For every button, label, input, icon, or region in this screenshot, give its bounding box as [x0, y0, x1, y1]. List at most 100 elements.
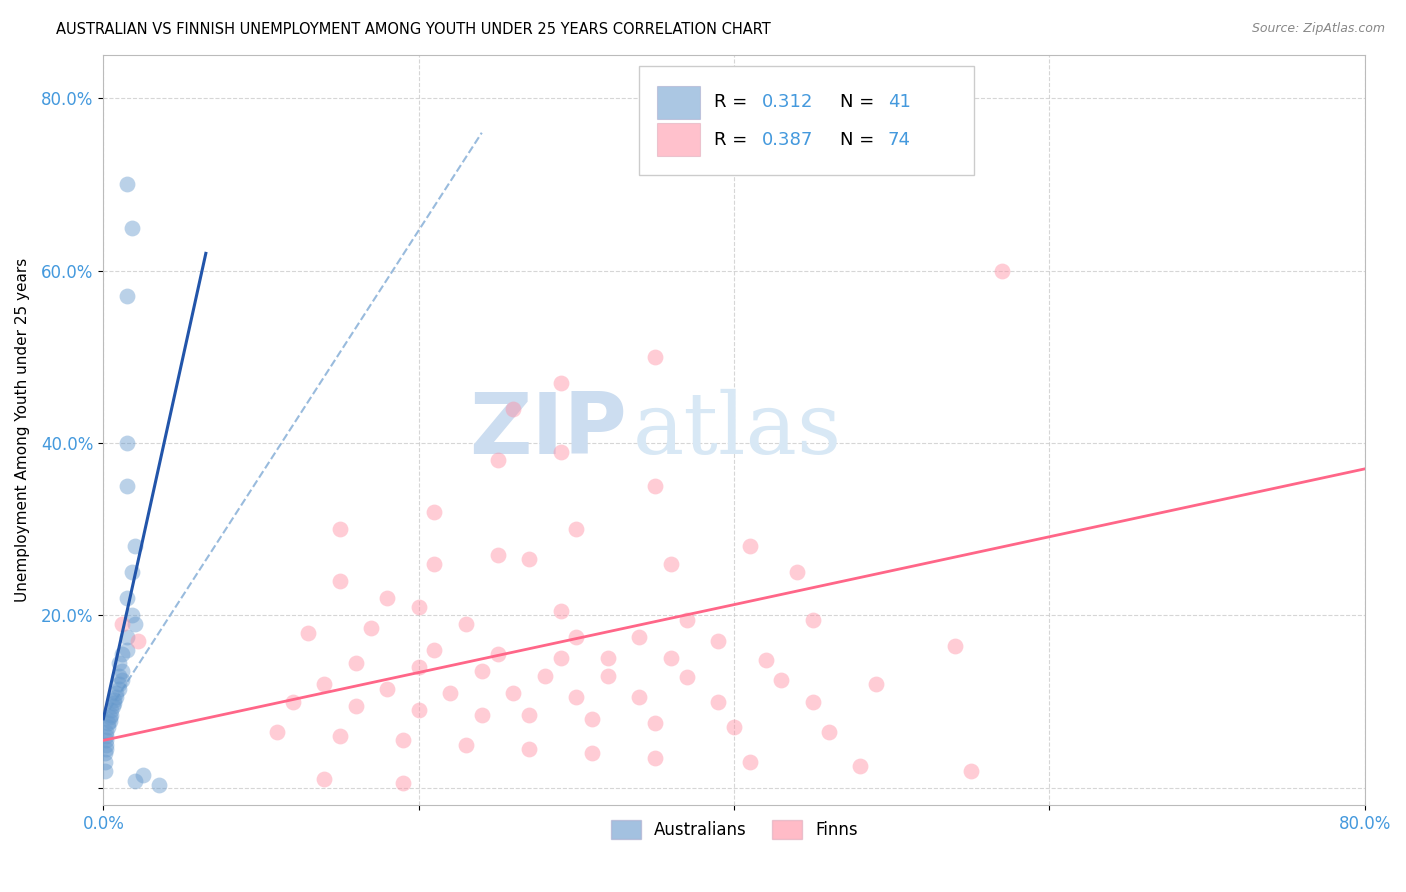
Point [98, 714, 121, 728]
Point [115, 436, 138, 450]
Point [786, 566, 808, 580]
Point [486, 548, 509, 562]
Text: ZIP: ZIP [470, 389, 627, 472]
Point [849, 759, 872, 773]
Point [375, 591, 398, 606]
Point [375, 681, 398, 696]
Point [408, 660, 430, 674]
Point [115, 178, 138, 192]
Point [115, 479, 138, 493]
Point [550, 444, 572, 458]
Point [502, 686, 524, 700]
Point [124, 617, 146, 632]
Point [738, 540, 761, 554]
Point [104, 690, 127, 705]
Point [121, 566, 143, 580]
Point [121, 220, 143, 235]
Point [517, 707, 540, 722]
FancyBboxPatch shape [657, 123, 700, 156]
Point [439, 686, 461, 700]
Point [770, 673, 793, 687]
Point [104, 686, 127, 700]
Point [132, 768, 155, 782]
Point [115, 591, 138, 606]
Point [329, 574, 352, 588]
Point [266, 724, 288, 739]
Y-axis label: Unemployment Among Youth under 25 years: Unemployment Among Youth under 25 years [15, 258, 30, 602]
Point [659, 651, 682, 665]
Point [360, 621, 382, 635]
Text: 0.312: 0.312 [762, 94, 813, 112]
Point [108, 677, 131, 691]
Point [121, 608, 143, 623]
Point [517, 552, 540, 566]
Point [550, 604, 572, 618]
Point [644, 750, 666, 764]
Point [108, 681, 131, 696]
Point [111, 647, 134, 661]
Point [707, 695, 730, 709]
Point [581, 712, 603, 726]
Point [644, 479, 666, 493]
Point [801, 613, 824, 627]
Point [329, 522, 352, 536]
Point [471, 707, 494, 722]
Point [738, 755, 761, 769]
Point [124, 540, 146, 554]
Point [454, 738, 477, 752]
Point [111, 665, 134, 679]
Point [100, 703, 122, 717]
Point [565, 630, 588, 644]
Point [471, 665, 494, 679]
Point [94, 755, 117, 769]
Point [314, 772, 336, 786]
Point [486, 647, 509, 661]
Point [115, 630, 138, 644]
Point [94, 746, 117, 760]
Point [115, 289, 138, 303]
Point [127, 634, 149, 648]
Point [423, 557, 446, 571]
Point [550, 651, 572, 665]
Point [675, 670, 697, 684]
Point [344, 656, 367, 670]
Point [628, 630, 651, 644]
Text: Source: ZipAtlas.com: Source: ZipAtlas.com [1251, 22, 1385, 36]
Point [297, 625, 319, 640]
Point [659, 557, 682, 571]
Point [329, 729, 352, 743]
Point [96, 729, 118, 743]
Point [108, 656, 131, 670]
Point [502, 401, 524, 416]
Point [596, 669, 619, 683]
Point [991, 263, 1014, 277]
Text: 41: 41 [889, 94, 911, 112]
Text: N =: N = [839, 94, 880, 112]
Point [707, 634, 730, 648]
Point [534, 669, 557, 683]
Point [281, 695, 304, 709]
Point [108, 669, 131, 683]
Point [486, 453, 509, 467]
Legend: Australians, Finns: Australians, Finns [605, 813, 865, 846]
Point [103, 696, 125, 710]
Text: atlas: atlas [633, 389, 842, 472]
Text: R =: R = [714, 94, 752, 112]
Point [115, 643, 138, 657]
Point [423, 643, 446, 657]
Point [565, 522, 588, 536]
Point [98, 710, 121, 724]
Point [96, 733, 118, 747]
Text: AUSTRALIAN VS FINNISH UNEMPLOYMENT AMONG YOUTH UNDER 25 YEARS CORRELATION CHART: AUSTRALIAN VS FINNISH UNEMPLOYMENT AMONG… [56, 22, 770, 37]
Point [111, 617, 134, 632]
Text: N =: N = [839, 131, 880, 149]
Point [865, 677, 887, 691]
Point [581, 746, 603, 760]
Point [817, 724, 839, 739]
Point [111, 673, 134, 687]
Point [392, 776, 415, 790]
FancyBboxPatch shape [657, 86, 700, 119]
Point [801, 695, 824, 709]
Point [675, 613, 697, 627]
Point [517, 742, 540, 756]
